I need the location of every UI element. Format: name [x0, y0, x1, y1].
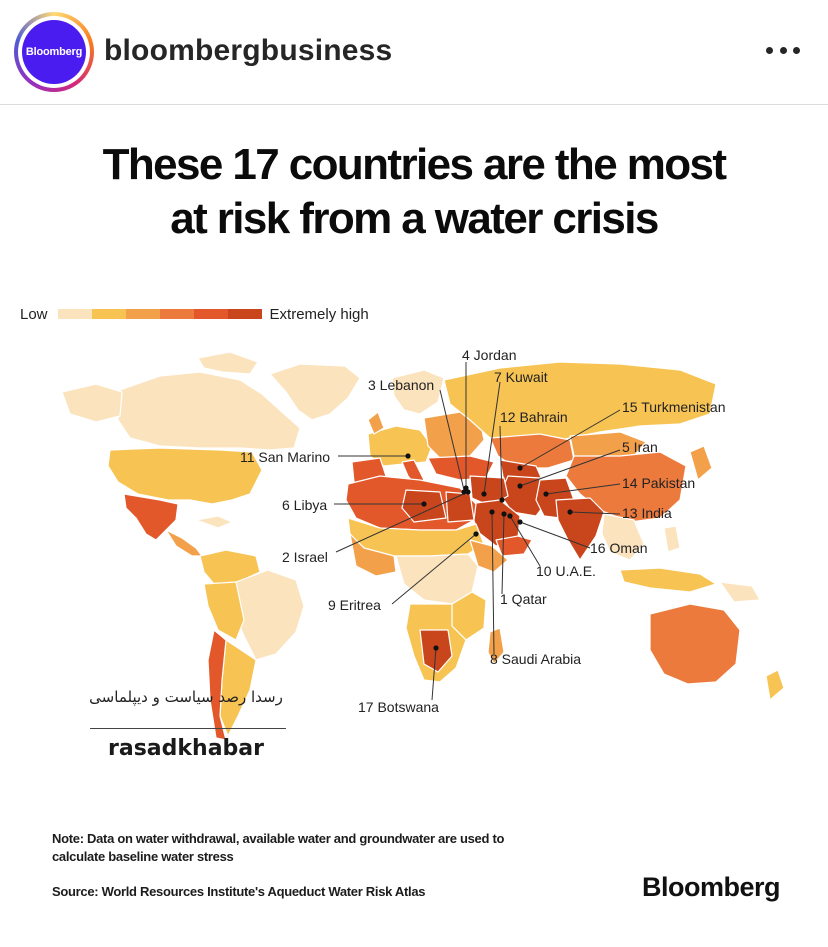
marker-eritrea — [473, 531, 479, 537]
australia — [649, 603, 741, 685]
label-libya: 6 Libya — [282, 497, 327, 513]
label-eritrea: 9 Eritrea — [328, 597, 381, 613]
title-line-1: These 17 countries are the most — [102, 140, 727, 189]
canada — [117, 371, 301, 451]
legend-high-label: Extremely high — [269, 305, 369, 323]
marker-uae — [507, 513, 513, 519]
legend-swatch-5 — [193, 309, 228, 319]
marker-kuwait — [481, 491, 487, 497]
watermark-persian: رسدا رصد سیاست و دیپلماسی — [89, 688, 283, 706]
marker-lebanon — [461, 489, 467, 495]
watermark-divider — [90, 728, 286, 729]
new-zealand — [765, 669, 785, 701]
japan — [689, 445, 713, 481]
label-qatar: 1 Qatar — [500, 591, 547, 607]
marker-botswana — [433, 645, 439, 651]
marker-turkmenistan — [517, 465, 523, 471]
marker-india — [567, 509, 573, 515]
uk — [367, 411, 385, 435]
label-jordan: 4 Jordan — [462, 347, 516, 363]
label-lebanon: 3 Lebanon — [368, 377, 434, 393]
legend-swatch-1 — [57, 309, 92, 319]
avatar[interactable]: Bloomberg — [14, 12, 94, 92]
marker-bahrain — [499, 497, 505, 503]
label-israel: 2 Israel — [282, 549, 328, 565]
chile — [207, 629, 227, 741]
label-india: 13 India — [622, 505, 672, 521]
russia — [443, 361, 717, 441]
peru-bolivia — [203, 581, 245, 641]
legend-swatch-2 — [91, 309, 126, 319]
marker-jordan — [463, 485, 469, 491]
leader-lines — [334, 362, 621, 701]
marker-san-marino — [405, 453, 411, 459]
more-horizontal-icon[interactable] — [766, 40, 800, 60]
marker-israel — [465, 489, 471, 495]
southeast-asia — [601, 513, 645, 561]
yemen-oman — [495, 535, 533, 557]
scandinavia — [391, 369, 445, 415]
legend-swatch-6 — [227, 309, 262, 319]
marker-libya — [421, 501, 427, 507]
post-header: Bloomberg bloombergbusiness — [0, 0, 828, 105]
marker-iran — [517, 483, 523, 489]
madagascar — [487, 627, 505, 665]
marker-oman — [517, 519, 523, 525]
marker-pakistan — [543, 491, 549, 497]
label-saudi-arabia: 8 Saudi Arabia — [490, 651, 581, 667]
footnote: Note: Data on water withdrawal, availabl… — [52, 831, 505, 864]
label-turkmenistan: 15 Turkmenistan — [622, 399, 726, 415]
philippines — [663, 525, 681, 553]
graphic-title: These 17 countries are the most at risk … — [0, 138, 828, 246]
horn-of-africa — [469, 539, 509, 573]
legend-swatch-3 — [125, 309, 160, 319]
title-line-2: at risk from a water crisis — [170, 194, 659, 243]
label-bahrain: 12 Bahrain — [500, 409, 568, 425]
label-san-marino: 11 San Marino — [240, 449, 330, 465]
source-line: Source: World Resources Institute's Aque… — [52, 884, 426, 899]
legend-swatches — [57, 309, 262, 319]
west-africa — [349, 533, 397, 577]
marker-qatar — [501, 511, 507, 517]
label-pakistan: 14 Pakistan — [622, 475, 695, 491]
color-legend: Low Extremely high — [20, 304, 369, 324]
world-water-stress-map: 1 Qatar 2 Israel 3 Lebanon 4 Jordan 5 Ir… — [61, 347, 785, 741]
caribbean — [195, 515, 233, 529]
egypt — [445, 491, 475, 523]
label-uae: 10 U.A.E. — [536, 563, 596, 579]
marker-saudi-arabia — [489, 509, 495, 515]
central-america — [165, 529, 203, 557]
username[interactable]: bloombergbusiness — [104, 34, 393, 67]
legend-low-label: Low — [20, 305, 48, 323]
mexico — [123, 493, 179, 541]
country-labels: 1 Qatar 2 Israel 3 Lebanon 4 Jordan 5 Ir… — [240, 347, 726, 715]
alaska — [61, 383, 123, 423]
bloomberg-wordmark: Bloomberg — [642, 872, 781, 902]
label-kuwait: 7 Kuwait — [494, 369, 548, 385]
watermark-rasadkhabar: rasadkhabar — [108, 736, 264, 761]
arctic-islands — [197, 351, 259, 375]
usa — [107, 447, 263, 505]
label-botswana: 17 Botswana — [358, 699, 439, 715]
bloomberg-avatar-logo: Bloomberg — [22, 20, 86, 84]
papua — [719, 581, 761, 603]
label-oman: 16 Oman — [590, 540, 648, 556]
legend-swatch-4 — [159, 309, 194, 319]
country-markers — [405, 453, 573, 651]
greenland — [269, 363, 361, 421]
label-iran: 5 Iran — [622, 439, 658, 455]
indonesia — [619, 567, 717, 593]
